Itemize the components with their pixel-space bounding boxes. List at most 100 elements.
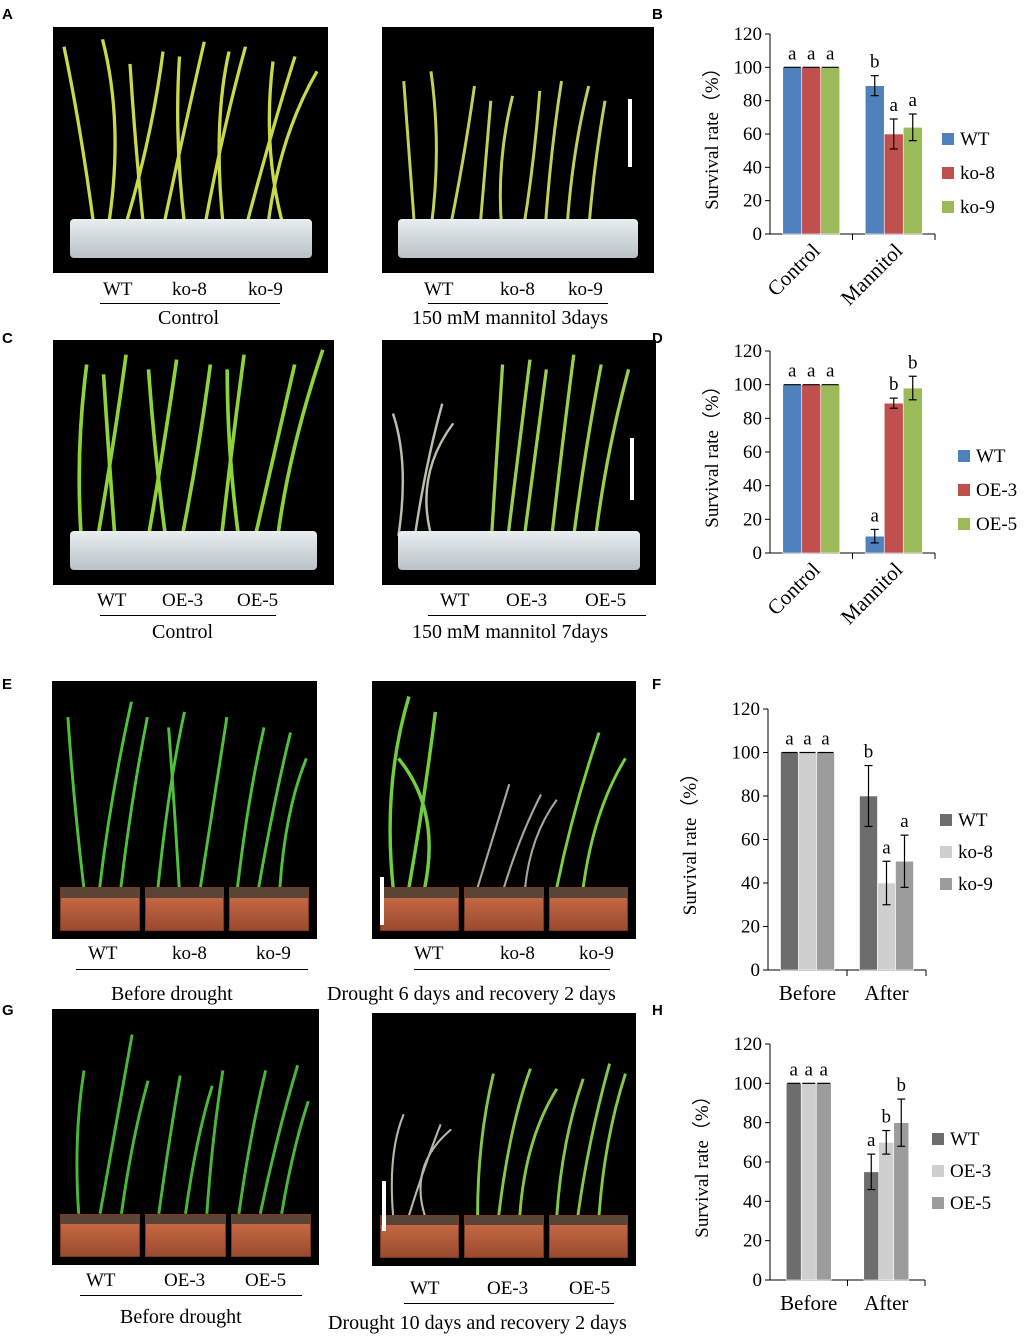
label-g-right-1: WT (410, 1278, 440, 1299)
significance-letter: b (870, 52, 880, 73)
label-g-left-2: OE-3 (164, 1270, 206, 1291)
y-tick-label: 80 (743, 91, 762, 112)
significance-letter: b (889, 374, 899, 395)
panel-label-d: D (652, 330, 663, 347)
legend-label: ko-8 (958, 842, 993, 863)
rice-seedlings-c-mannitol (391, 354, 631, 537)
label-g-left-3: OE-5 (245, 1270, 287, 1291)
legend-label: ko-9 (958, 874, 993, 895)
y-tick-label: 20 (741, 917, 760, 938)
significance-letter: a (826, 43, 835, 64)
bar (780, 752, 799, 971)
significance-letter: a (900, 811, 909, 832)
x-category-label: Before (780, 1291, 837, 1315)
bar (785, 1083, 802, 1281)
y-tick-label: 0 (753, 543, 763, 564)
x-category-label: Before (779, 981, 836, 1005)
label-c-right-1: WT (440, 590, 470, 611)
significance-letter: a (788, 43, 797, 64)
y-tick-label: 120 (734, 24, 763, 45)
label-c-left-2: OE-3 (162, 590, 204, 611)
label-e-left-2: ko-8 (172, 943, 207, 964)
underline-c-left (100, 615, 276, 616)
bar (902, 127, 923, 235)
label-g-left-1: WT (86, 1270, 116, 1291)
bar (798, 752, 817, 971)
label-e-right-3: ko-9 (579, 943, 614, 964)
underline-e-right (414, 969, 610, 970)
legend-label: ko-8 (960, 163, 995, 184)
x-category-label: After (864, 981, 908, 1005)
y-tick-label: 0 (753, 224, 763, 245)
significance-letter: a (826, 361, 835, 382)
panel-label-f: F (652, 676, 662, 693)
panel-label-g: G (2, 1002, 14, 1019)
y-tick-label: 60 (741, 830, 760, 851)
y-tick-label: 20 (743, 1231, 762, 1252)
y-tick-label: 120 (734, 341, 763, 362)
significance-letter: a (909, 90, 918, 111)
rice-seedlings-g-before (75, 1034, 310, 1215)
significance-letter: a (805, 1059, 814, 1080)
rice-seedlings-c-control (77, 349, 325, 537)
significance-letter: b (897, 1075, 907, 1096)
chart-d-survival-mannitol-oe: 0 20 40 60 80 100 120 Survival rate（%） Control Ma… (701, 341, 1017, 629)
legend-label: OE-5 (950, 1193, 991, 1214)
y-axis-title: Survival rate（%） (701, 58, 723, 209)
y-tick-label: 40 (743, 157, 762, 178)
y-tick-label: 120 (732, 699, 761, 720)
legend-swatch (932, 1197, 944, 1209)
legend-swatch (940, 878, 952, 890)
legend-swatch (958, 450, 970, 462)
legend-swatch (940, 846, 952, 858)
underline-g-left (80, 1295, 302, 1296)
y-axis-title: Survival rate（%） (701, 376, 723, 527)
bar (801, 384, 822, 554)
caption-a-right: 150 mM mannitol 3days (412, 307, 609, 329)
significance-letter: b (882, 1107, 892, 1128)
y-tick-label: 100 (734, 57, 763, 78)
y-tick-label: 20 (743, 509, 762, 530)
significance-letter: a (882, 837, 891, 858)
bar (801, 67, 822, 235)
label-g-right-3: OE-5 (569, 1278, 611, 1299)
y-tick-label: 80 (741, 786, 760, 807)
panel-label-a: A (2, 6, 13, 23)
photo-a-control (53, 27, 328, 273)
bar (782, 67, 803, 235)
rice-seedlings-e-before (66, 701, 308, 888)
legend-label: WT (950, 1129, 980, 1150)
legend-swatch (932, 1133, 944, 1145)
photo-c-mannitol (382, 340, 656, 585)
legend-label: OE-5 (976, 514, 1017, 535)
significance-letter: a (807, 361, 816, 382)
label-e-left-1: WT (88, 943, 118, 964)
caption-e-left: Before drought (111, 983, 233, 1005)
label-e-right-1: WT (414, 943, 444, 964)
photo-c-control (53, 340, 334, 585)
bar (820, 384, 841, 554)
caption-g-right: Drought 10 days and recovery 2 days (328, 1312, 627, 1334)
underline-a-left (100, 303, 280, 304)
panel-label-c: C (2, 330, 13, 347)
bar (883, 402, 904, 554)
underline-a-right (428, 303, 608, 304)
bar (816, 752, 835, 971)
significance-letter: a (788, 361, 797, 382)
bar (878, 1142, 895, 1281)
legend-swatch (940, 814, 952, 826)
chart-f-survival-drought-ko: 0 20 40 60 80 100 120 Survival rate（%） Before Aft… (680, 699, 993, 1005)
y-tick-label: 60 (743, 1152, 762, 1173)
photo-e-before (52, 681, 317, 939)
x-category-label: Control (762, 238, 824, 300)
y-tick-label: 100 (732, 743, 761, 764)
label-a-left-2: ko-8 (172, 279, 207, 300)
legend-swatch (958, 518, 970, 530)
y-tick-label: 40 (743, 476, 762, 497)
label-c-left-3: OE-5 (237, 590, 279, 611)
bar (815, 1083, 832, 1281)
y-tick-label: 80 (743, 408, 762, 429)
chart-h-survival-drought-oe: 0 20 40 60 80 100 120 Survival rate（%） Before Aft… (691, 1034, 991, 1315)
underline-g-right (404, 1303, 614, 1304)
legend-label: WT (960, 129, 990, 150)
